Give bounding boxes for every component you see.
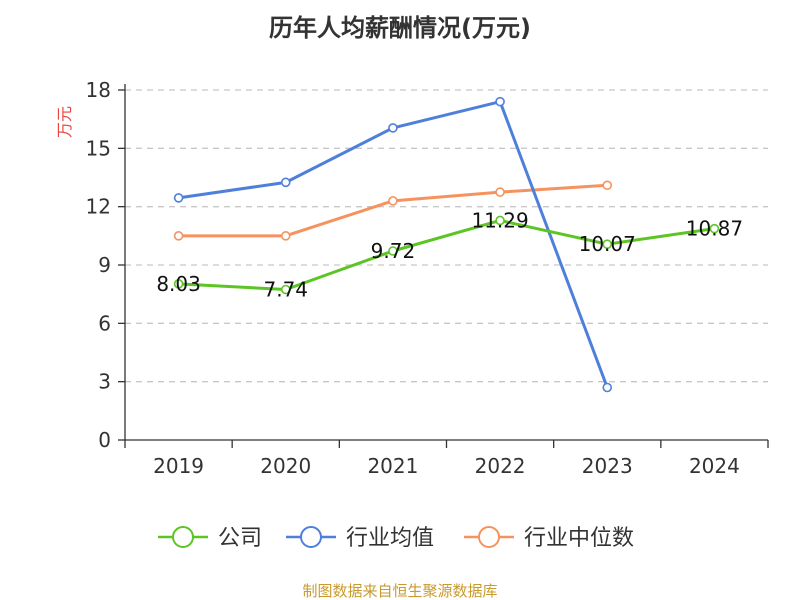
data-point <box>709 223 720 234</box>
source-note: 制图数据来自恒生聚源数据库 <box>302 582 497 600</box>
data-point <box>280 231 291 241</box>
chart-title: 历年人均薪酬情况(万元) <box>269 14 531 42</box>
data-label: 10.07 <box>579 232 636 256</box>
y-tick-label: 3 <box>98 370 111 394</box>
data-label: 9.72 <box>371 239 416 263</box>
x-tick-label: 2024 <box>689 454 740 478</box>
data-point <box>173 231 184 241</box>
data-labels: 8.03 7.74 9.72 11.29 10.07 10.87 <box>156 208 743 301</box>
legend-swatch-marker <box>300 526 322 548</box>
axes <box>124 84 769 448</box>
x-tick-label: 2020 <box>260 454 311 478</box>
legend-label: 公司 <box>218 526 262 551</box>
y-tick-label: 18 <box>86 78 111 102</box>
grid-lines <box>118 89 768 441</box>
series-line <box>178 183 608 238</box>
data-point <box>280 284 291 295</box>
data-label: 8.03 <box>156 272 201 296</box>
data-point <box>388 196 398 206</box>
data-point <box>173 193 184 203</box>
y-tick-label: 12 <box>86 195 111 219</box>
data-point <box>388 123 398 133</box>
data-point <box>602 180 613 191</box>
data-point <box>495 96 505 107</box>
data-point <box>495 187 505 197</box>
y-tick-label: 9 <box>98 253 111 277</box>
x-tick-label: 2019 <box>153 454 204 478</box>
data-point <box>280 177 291 188</box>
legend-swatch-marker <box>478 526 500 548</box>
legend-swatch-marker <box>172 526 194 548</box>
x-tick-label: 2021 <box>367 454 418 478</box>
y-tick-labels: 0 3 6 9 12 15 18 <box>86 78 111 452</box>
data-label: 11.29 <box>471 208 528 232</box>
data-label: 7.74 <box>263 278 308 302</box>
data-point <box>602 382 613 393</box>
x-tick-label: 2023 <box>582 454 633 478</box>
legend: 公司 行业均值 行业中位数 <box>158 526 634 551</box>
y-axis-label: 万元 <box>55 106 74 138</box>
data-point <box>388 246 398 256</box>
data-point <box>495 215 505 226</box>
y-tick-label: 0 <box>98 428 111 452</box>
data-point <box>173 279 184 289</box>
series-group <box>173 96 720 393</box>
data-point <box>602 239 613 249</box>
data-label: 10.87 <box>686 217 743 241</box>
y-tick-label: 15 <box>86 136 111 160</box>
legend-label: 行业中位数 <box>524 526 634 551</box>
x-tick-labels: 2019 2020 2021 2022 2023 2024 <box>153 454 740 478</box>
y-tick-label: 6 <box>98 311 111 335</box>
legend-label: 行业均值 <box>346 526 434 551</box>
series-line <box>178 218 715 291</box>
x-tick-label: 2022 <box>475 454 526 478</box>
